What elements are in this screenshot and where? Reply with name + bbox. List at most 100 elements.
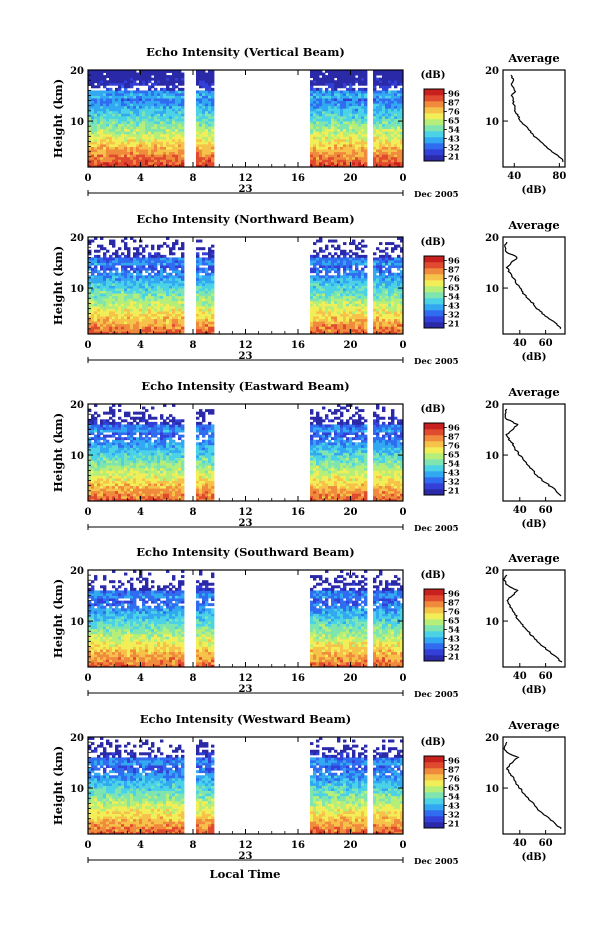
heatmap-cell (385, 85, 389, 89)
heatmap-cell (181, 270, 185, 274)
heatmap-cell (352, 82, 356, 86)
heatmap-cell (133, 321, 137, 325)
heatmap-cell (319, 159, 323, 163)
heatmap-cell (157, 151, 161, 155)
heatmap-cell (358, 247, 362, 251)
heatmap-cell (358, 87, 362, 91)
heatmap-cell (94, 316, 98, 320)
heatmap-cell (358, 272, 362, 276)
heatmap-cell (151, 141, 155, 145)
heatmap-cell (91, 77, 95, 81)
heatmap-cell (340, 323, 344, 327)
heatmap-cell (397, 303, 401, 307)
heatmap-cell (88, 72, 92, 76)
heatmap-cell (361, 156, 365, 160)
heatmap-cell (172, 126, 176, 130)
heatmap-cell (121, 328, 125, 332)
heatmap-cell (118, 85, 122, 89)
heatmap-cell (376, 326, 380, 330)
heatmap-cell (322, 305, 326, 309)
heatmap-cell (142, 305, 146, 309)
heatmap-cell (151, 277, 155, 281)
heatmap-cell (322, 82, 326, 86)
heatmap-cell (106, 90, 110, 94)
heatmap-cell (115, 149, 119, 153)
heatmap-cell (382, 270, 386, 274)
heatmap-cell (94, 419, 98, 423)
heatmap-cell (346, 113, 350, 117)
heatmap-cell (202, 115, 206, 119)
heatmap-cell (154, 295, 158, 299)
heatmap-cell (103, 290, 107, 294)
heatmap-cell (88, 321, 92, 325)
heatmap-cell (400, 123, 404, 127)
heatmap-cell (331, 136, 335, 140)
heatmap-cell (175, 92, 179, 96)
heatmap-cell (88, 285, 92, 289)
average-x-tick-label: 40 (507, 171, 521, 182)
heatmap-cell (388, 328, 392, 332)
heatmap-cell (325, 323, 329, 327)
heatmap-cell (196, 239, 200, 243)
heatmap-cell (130, 305, 134, 309)
heatmap-cell (175, 118, 179, 122)
heatmap-cell (151, 262, 155, 266)
heatmap-cell (103, 323, 107, 327)
heatmap-cell (205, 326, 209, 330)
heatmap-cell (337, 80, 341, 84)
heatmap-cell (211, 161, 215, 165)
heatmap-cell (175, 300, 179, 304)
heatmap-cell (97, 414, 101, 418)
heatmap-cell (205, 303, 209, 307)
heatmap-cell (331, 156, 335, 160)
heatmap-cell (355, 257, 359, 261)
heatmap-cell (310, 267, 314, 271)
heatmap-cell (166, 123, 170, 127)
heatmap-cell (199, 92, 203, 96)
heatmap-cell (334, 239, 338, 243)
heatmap-cell (94, 98, 98, 102)
heatmap-cell (328, 321, 332, 325)
heatmap-cell (133, 146, 137, 150)
heatmap-cell (166, 146, 170, 150)
heatmap-cell (196, 115, 200, 119)
heatmap-cell (205, 72, 209, 76)
heatmap-cell (106, 267, 110, 271)
heatmap-cell (211, 249, 215, 253)
heatmap-cell (313, 123, 317, 127)
heatmap-cell (343, 95, 347, 99)
heatmap-cell (166, 290, 170, 294)
heatmap-cell (343, 136, 347, 140)
heatmap-cell (100, 311, 104, 314)
heatmap-cell (400, 321, 404, 325)
heatmap-cell (382, 318, 386, 322)
heatmap-cell (118, 131, 122, 135)
heatmap-cell (100, 475, 104, 479)
heatmap-cell (175, 70, 179, 73)
heatmap-cell (355, 267, 359, 271)
heatmap-cell (208, 272, 212, 276)
heatmap-cell (211, 298, 215, 302)
heatmap-cell (133, 300, 137, 304)
heatmap-cell (319, 146, 323, 150)
heatmap-cell (169, 323, 173, 327)
heatmap-cell (169, 328, 173, 332)
heatmap-cell (364, 123, 368, 127)
heatmap-cell (208, 128, 212, 132)
heatmap-cell (400, 146, 404, 150)
heatmap-cell (391, 118, 395, 122)
heatmap-cell (139, 121, 143, 124)
heatmap-cell (364, 141, 368, 145)
heatmap-cell (169, 311, 173, 314)
heatmap-cell (100, 298, 104, 302)
heatmap-cell (202, 156, 206, 160)
heatmap-cell (391, 323, 395, 327)
heatmap-cell (133, 100, 137, 104)
heatmap-cell (103, 131, 107, 135)
heatmap-cell (88, 424, 92, 428)
heatmap-cell (379, 311, 383, 314)
heatmap-cell (364, 105, 368, 109)
heatmap-cell (400, 272, 404, 276)
heatmap-cell (169, 151, 173, 155)
heatmap-cell (91, 472, 95, 476)
